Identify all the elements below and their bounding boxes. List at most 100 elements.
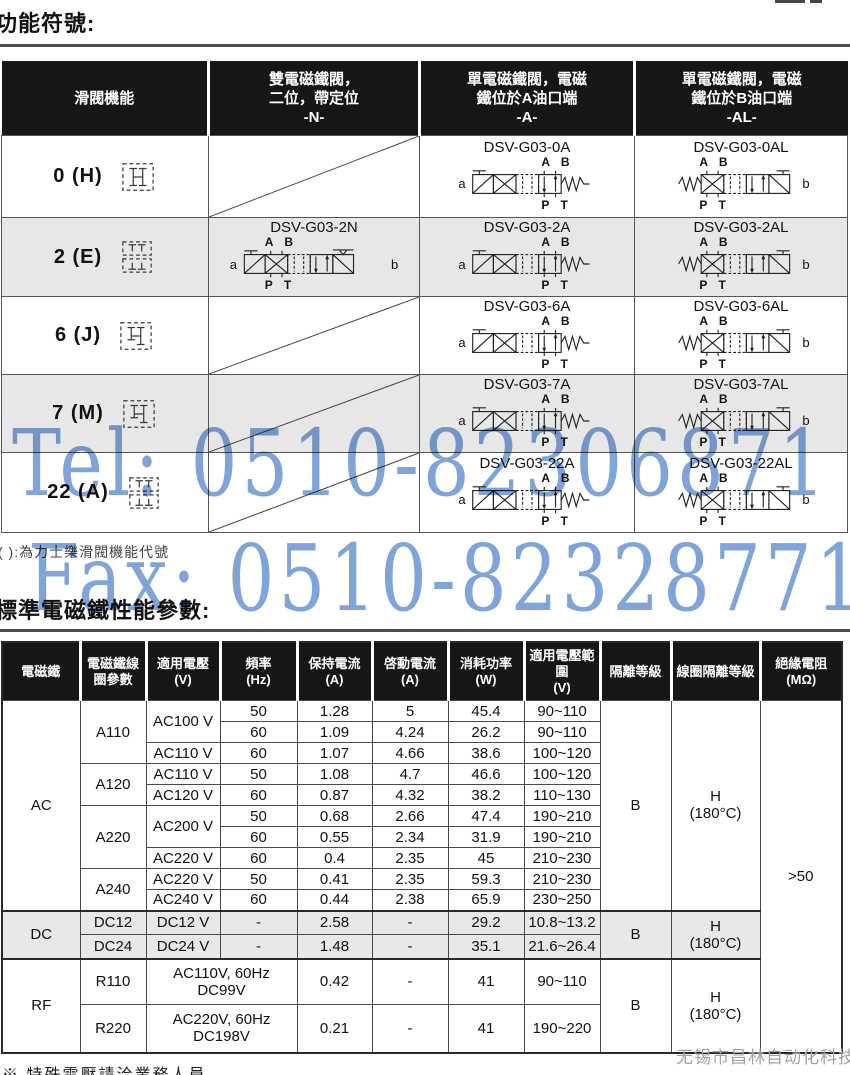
- port-labels-ab: A B: [541, 470, 574, 485]
- port-labels-ab: A B: [699, 313, 732, 328]
- cell-inrush-current: 5: [371, 700, 449, 722]
- port-labels-ab: A B: [541, 313, 574, 328]
- model-code: DSV-G03-22A: [479, 454, 575, 472]
- cell-inrush-current: -: [371, 957, 449, 1005]
- table-row: 60 0.55 2.34 31.9 190~210: [2, 826, 842, 848]
- cell-inrush-current: 2.34: [371, 826, 449, 848]
- cell-voltage-range: 100~120: [523, 763, 601, 785]
- cell-frequency: 50: [219, 763, 298, 785]
- model-code: DSV-G03-2A: [483, 219, 571, 236]
- solenoid-parameter-table: 電磁鐵 電磁鐵線圈參數 適用電壓 (V) 頻率 (Hz) 保持電流 (A) 啓動電流(…: [1, 641, 843, 1054]
- table-row: A120 AC110 V 50 1.08 4.7 46.6 100~120: [2, 763, 842, 806]
- column-header: 電磁鐵線圈參數: [78, 642, 146, 701]
- page-top-fragment: [775, 0, 805, 3]
- solenoid-label-a: a: [458, 176, 466, 191]
- cell-coil: A240: [79, 868, 147, 911]
- cell-voltage-range: 90~110: [523, 721, 601, 743]
- port-labels-ab: A B: [541, 391, 574, 406]
- cell-frequency: -: [219, 934, 298, 959]
- cell-isolation-class: B: [599, 957, 672, 1053]
- column-header-a: 單電磁鐵閥，電磁 鐵位於A油口端 -A-: [418, 61, 635, 136]
- cell-frequency: 50: [219, 700, 298, 722]
- model-code: DSV-G03-2AL: [693, 219, 789, 236]
- cell-inrush-current: -: [371, 1004, 449, 1053]
- cell-power: 29.2: [447, 909, 525, 935]
- cell-holding-current: 0.44: [296, 889, 373, 911]
- cell-voltage-range: 230~250: [523, 889, 601, 911]
- port-labels-pt: P T: [699, 513, 730, 528]
- solenoid-label-b: b: [802, 492, 810, 507]
- cell-power: 65.9: [447, 889, 525, 911]
- cell-voltage: AC220V, 60Hz DC198V: [145, 1004, 298, 1053]
- cell-frequency: -: [219, 909, 298, 935]
- cell-inrush-current: 4.32: [371, 784, 449, 806]
- cell-voltage: AC110 V: [145, 763, 221, 785]
- model-code: DSV-G03-6A: [483, 297, 571, 315]
- table-header-row: 電磁鐵 電磁鐵線圈參數 適用電壓 (V) 頻率 (Hz) 保持電流 (A) 啓動電流(…: [2, 642, 842, 701]
- cell-voltage: DC12 V: [145, 909, 221, 935]
- table-row: DC24 DC24 V - 1.48 - 35.1 21.6~26.4: [2, 934, 842, 959]
- valve-symbol-al: DSV-G03-2AL A B b P T: [671, 220, 810, 291]
- cell-power: 41: [447, 957, 525, 1005]
- table-row: AC240 V 60 0.44 2.38 65.9 230~250: [2, 889, 842, 911]
- cell-coil: A120: [79, 763, 147, 806]
- table-row: R220 AC220V, 60Hz DC198V 0.21 - 41 190~22…: [2, 1004, 842, 1053]
- port-labels-ab: A B: [699, 470, 732, 485]
- cell-frequency: 60: [219, 742, 298, 764]
- solenoid-label-b: b: [802, 256, 810, 272]
- section-divider: [0, 629, 850, 632]
- valve-n-icon: [238, 248, 390, 280]
- port-labels-ab: A B: [264, 235, 297, 249]
- cell-power: 45.4: [447, 700, 525, 722]
- cell-coil-isolation-class: H (180°C): [670, 909, 761, 959]
- cell-frequency: 60: [219, 889, 298, 911]
- function-code: 0 (H): [53, 165, 103, 187]
- cell-power: 45: [447, 847, 525, 869]
- cell-inrush-current: 2.35: [371, 847, 449, 869]
- model-code: DSV-G03-2N: [270, 219, 358, 236]
- cell-inrush-current: 4.24: [371, 721, 449, 743]
- cell-holding-current: 1.28: [296, 700, 373, 722]
- cell-voltage-range: 210~230: [523, 847, 601, 869]
- table-row: AC120 V 60 0.87 4.32 38.2 110~130: [2, 784, 842, 806]
- special-voltage-note: ※ 特殊電壓請洽業務人員: [2, 1061, 206, 1075]
- solenoid-label-a: a: [458, 492, 466, 507]
- model-code: DSV-G03-0AL: [693, 138, 789, 156]
- section-title-function-symbols: 功能符號:: [0, 11, 96, 36]
- cell-voltage-range: 190~210: [523, 805, 601, 827]
- valve-a-icon: [467, 248, 597, 280]
- spool-symbol-icon: [117, 319, 155, 353]
- function-code: 6 (J): [54, 324, 102, 346]
- solenoid-label-b: b: [391, 256, 399, 272]
- valve-symbol-n: DSV-G03-2N A B a b P T: [229, 219, 399, 292]
- solenoid-label-b: b: [802, 176, 810, 191]
- cell-voltage-range: 110~130: [523, 784, 601, 806]
- cell-voltage: AC110 V: [145, 742, 221, 764]
- table-row: A220 AC200 V 50 0.68 2.66 47.4 190~210: [2, 805, 842, 869]
- cell-inrush-current: 2.38: [371, 889, 449, 911]
- cell-power: 59.3: [447, 868, 525, 890]
- cell-coil: DC12: [79, 909, 147, 935]
- cell-holding-current: 0.55: [296, 826, 373, 848]
- cell-inrush-current: -: [371, 909, 449, 935]
- solenoid-label-b: b: [802, 413, 810, 428]
- cell-voltage: AC220 V: [145, 847, 221, 869]
- cell-voltage: AC220 V: [145, 868, 221, 890]
- column-header: 適用電壓範圍 (V): [522, 642, 600, 701]
- column-header: 保持電流 (A): [295, 642, 372, 701]
- cell-holding-current: 1.07: [296, 742, 373, 764]
- diagonal-slash-icon: [209, 297, 419, 374]
- cell-frequency: 60: [219, 826, 298, 848]
- empty-cell: [208, 374, 420, 453]
- model-code: DSV-G03-6AL: [693, 297, 789, 315]
- table-row: AC110 V 60 1.07 4.66 38.6 100~120: [2, 742, 842, 764]
- table-row: DC DC12 DC12 V - 2.58 - 29.2 10.8~13.2 B…: [1, 909, 842, 959]
- port-labels-pt: P T: [541, 434, 572, 449]
- model-code: DSV-G03-7A: [483, 375, 571, 393]
- table-row: 22 (A) DSV-G03-22A A B a P T DSV-G03-22A…: [1, 452, 848, 533]
- table-row: 7 (M) DSV-G03-7A A B a P T DSV-G03-7AL: [1, 374, 848, 453]
- valve-symbol-a: DSV-G03-2A A B a P T: [457, 220, 596, 291]
- valve-al-icon: [671, 484, 801, 516]
- port-labels-pt: P T: [541, 513, 572, 528]
- valve-a-icon: [467, 405, 597, 437]
